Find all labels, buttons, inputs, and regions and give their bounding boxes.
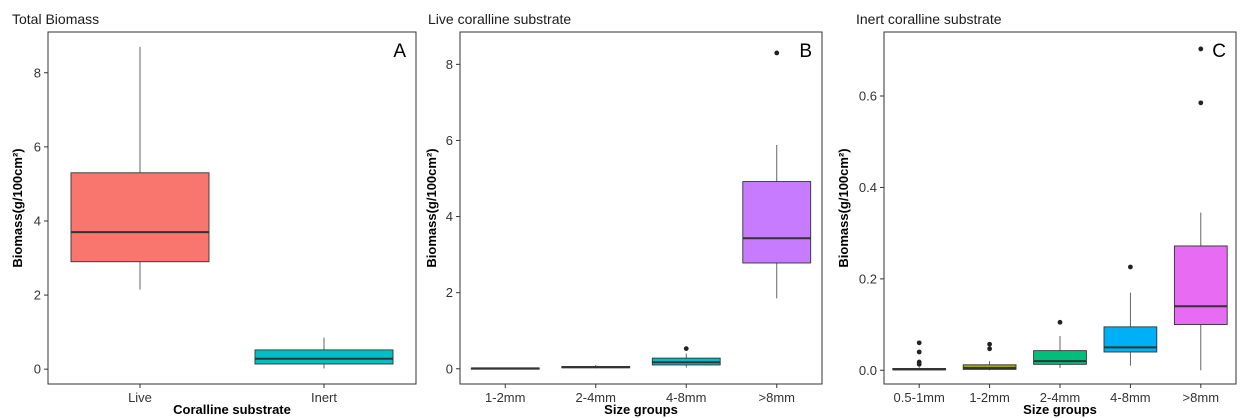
x-axis-label: Size groups bbox=[604, 402, 678, 417]
y-tick-label: 0.2 bbox=[859, 271, 877, 286]
x-tick-label: 2-4mm bbox=[1040, 390, 1080, 405]
x-tick-label: >8mm bbox=[759, 390, 795, 405]
box->8mm bbox=[1173, 46, 1228, 371]
panel-b: Live coralline substrate B 0 2 4 6 8 1-2mm 2-4mm… bbox=[424, 11, 823, 417]
panel-a: Total Biomass A 0 2 4 6 8 Live Inert Coralline su… bbox=[10, 11, 417, 417]
y-axis-label: Biomass(g/100cm²) bbox=[836, 148, 851, 267]
box-body bbox=[1033, 350, 1087, 365]
x-axis-label: Size groups bbox=[1023, 402, 1097, 417]
y-axis-label: Biomass(g/100cm²) bbox=[424, 148, 439, 267]
outlier-point bbox=[1128, 264, 1133, 270]
panel-label: B bbox=[799, 41, 812, 62]
plot-frame bbox=[459, 31, 823, 385]
x-tick-label: 4-8mm bbox=[666, 390, 706, 405]
y-tick-label: 0 bbox=[34, 362, 41, 377]
outlier-point bbox=[1198, 100, 1204, 106]
y-tick-label: 4 bbox=[446, 209, 453, 224]
plot-frame bbox=[883, 31, 1237, 385]
outlier-point bbox=[916, 359, 922, 365]
box-4-8mm bbox=[651, 346, 721, 368]
panel-title: Inert coralline substrate bbox=[856, 11, 1002, 27]
outlier-point bbox=[683, 346, 689, 352]
y-tick-label: 0.4 bbox=[859, 180, 877, 195]
y-tick-label: 4 bbox=[34, 213, 41, 228]
box-1-2mm bbox=[962, 341, 1017, 371]
outlier-point bbox=[1198, 46, 1204, 52]
box-Inert bbox=[254, 337, 394, 369]
box-2-4mm bbox=[1033, 319, 1087, 368]
panel-c: Inert coralline substrate C 0.0 0.2 0.4 0.6 0.… bbox=[836, 11, 1237, 417]
x-tick-label: Live bbox=[128, 390, 152, 405]
x-tick-label: 1-2mm bbox=[485, 390, 525, 405]
x-tick-label: Inert bbox=[311, 390, 337, 405]
box-0.5-1mm bbox=[892, 340, 947, 371]
outlier-point bbox=[1057, 319, 1063, 325]
outlier-point bbox=[774, 50, 780, 56]
box-body bbox=[1173, 245, 1228, 326]
y-axis-label: Biomass(g/100cm²) bbox=[10, 148, 25, 267]
outlier-point bbox=[987, 346, 992, 352]
y-tick-label: 0 bbox=[446, 361, 453, 376]
y-tick-label: 6 bbox=[446, 133, 453, 148]
x-tick-label: 1-2mm bbox=[969, 390, 1009, 405]
box->8mm bbox=[742, 50, 812, 299]
y-tick-label: 2 bbox=[34, 288, 41, 303]
y-tick-label: 6 bbox=[34, 139, 41, 154]
x-tick-label: 0.5-1mm bbox=[894, 390, 945, 405]
box-body bbox=[254, 349, 394, 365]
box-body bbox=[70, 172, 210, 263]
y-tick-label: 8 bbox=[446, 57, 453, 72]
x-tick-label: 4-8mm bbox=[1110, 390, 1150, 405]
plot-frame bbox=[47, 31, 417, 385]
outlier-point bbox=[916, 349, 922, 355]
outlier-point bbox=[916, 340, 922, 346]
box-1-2mm bbox=[470, 367, 540, 370]
outlier-point bbox=[987, 341, 992, 347]
y-tick-label: 8 bbox=[34, 65, 41, 80]
x-tick-label: >8mm bbox=[1183, 390, 1219, 405]
box-Live bbox=[70, 46, 210, 290]
panel-label: A bbox=[393, 41, 406, 62]
box-body bbox=[742, 181, 812, 264]
y-tick-label: 0.0 bbox=[859, 363, 877, 378]
x-axis-label: Coralline substrate bbox=[173, 402, 291, 417]
box-2-4mm bbox=[561, 364, 631, 369]
y-tick-label: 0.6 bbox=[859, 89, 877, 104]
panel-label: C bbox=[1212, 41, 1226, 62]
x-tick-label: 2-4mm bbox=[576, 390, 616, 405]
box-4-8mm bbox=[1103, 264, 1158, 366]
panel-title: Live coralline substrate bbox=[428, 11, 571, 27]
y-tick-label: 2 bbox=[446, 285, 453, 300]
panel-title: Total Biomass bbox=[12, 11, 99, 27]
